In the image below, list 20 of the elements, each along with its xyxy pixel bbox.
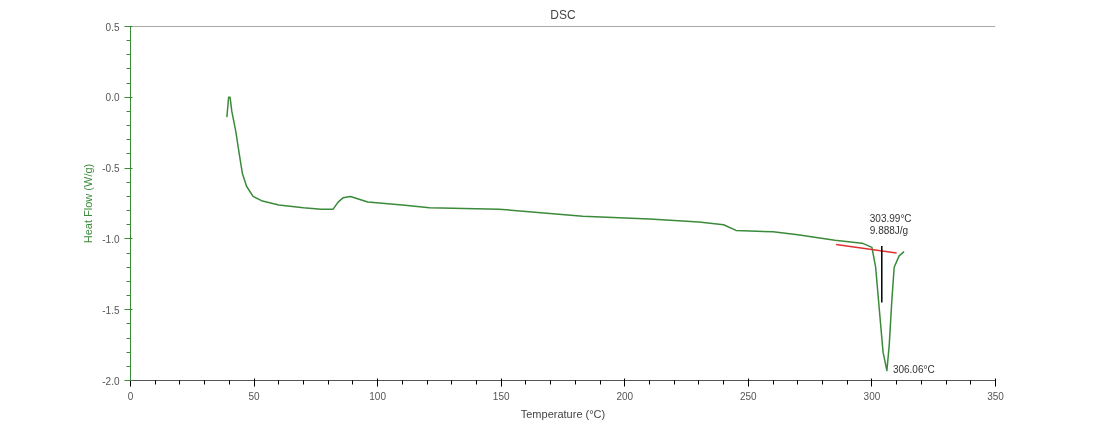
y-axis-title: Heat Flow (W/g) xyxy=(82,163,95,244)
x-tick-label: 200 xyxy=(616,390,634,402)
y-tick-label: -1.5 xyxy=(102,304,120,316)
x-tick-label: 250 xyxy=(740,390,758,402)
annotation: 306.06°C xyxy=(892,363,935,375)
x-tick-label: 350 xyxy=(987,390,1005,402)
x-tick-label: 100 xyxy=(369,390,387,402)
y-tick-label: 0.0 xyxy=(105,92,120,104)
annotation: 9.888J/g xyxy=(869,224,909,236)
x-tick-label: 150 xyxy=(492,390,510,402)
y-tick-label: -2.0 xyxy=(102,375,120,387)
y-tick-label: -0.5 xyxy=(102,163,120,175)
x-tick-label: 0 xyxy=(127,390,134,402)
y-tick-label: 0.5 xyxy=(105,21,120,33)
x-tick-label: 300 xyxy=(863,390,881,402)
y-tick-label: -1.0 xyxy=(102,233,120,245)
x-tick-label: 50 xyxy=(248,390,261,402)
x-axis-title: Temperature (°C) xyxy=(520,407,606,420)
annotation: 303.99°C xyxy=(869,212,912,224)
chart-title: DSC xyxy=(550,7,576,22)
